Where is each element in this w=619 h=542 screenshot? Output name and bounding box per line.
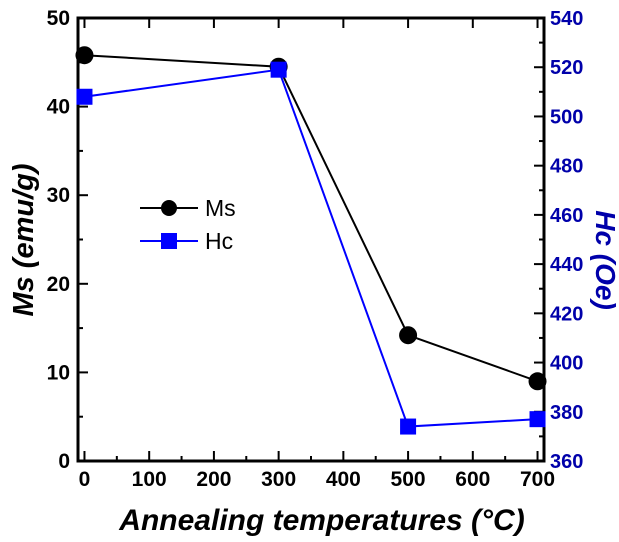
series-line-ms (84, 54, 538, 383)
data-point-ms (399, 326, 418, 345)
left-tick-label: 20 (47, 273, 70, 296)
x-tick-label: 600 (455, 468, 490, 491)
x-tick-label: 100 (132, 468, 167, 491)
data-point-hc (400, 418, 417, 435)
right-tick-label: 380 (550, 402, 583, 424)
left-tick-label: 10 (47, 361, 70, 384)
legend-ms-label: Ms (205, 195, 236, 221)
series-markers (75, 46, 547, 435)
data-point-hc (76, 88, 93, 105)
series-lines (84, 54, 538, 428)
legend-ms-marker (161, 200, 177, 216)
right-tick-label: 460 (550, 205, 583, 227)
right-axis-label: Hc (Oe) (590, 210, 619, 310)
x-tick-label: 400 (326, 468, 361, 491)
series-line-hc (84, 68, 538, 428)
left-axis-label: Ms (emu/g) (8, 163, 40, 316)
x-tick-label: 0 (79, 468, 91, 491)
legend-hc-label: Hc (205, 228, 233, 254)
legend-hc-marker (161, 233, 177, 249)
right-tick-label: 500 (550, 106, 583, 128)
right-axis-ticks: 360 380 400 420 440 460 480 500 520 540 (534, 8, 583, 473)
right-tick-label: 520 (550, 57, 583, 79)
right-tick-label: 440 (550, 254, 583, 276)
x-tick-label: 300 (261, 468, 296, 491)
legend: Ms Hc (140, 195, 236, 254)
left-tick-label: 40 (47, 96, 70, 119)
x-tick-label: 500 (391, 468, 426, 491)
data-point-hc (270, 61, 287, 78)
left-tick-label: 50 (47, 7, 70, 30)
x-axis-label: Annealing temperatures (°C) (118, 504, 524, 537)
left-tick-label: 30 (47, 184, 70, 207)
x-tick-label: 700 (520, 468, 555, 491)
left-axis-ticks: 0 10 20 30 40 50 (47, 7, 88, 473)
left-tick-label: 0 (58, 450, 70, 473)
right-tick-label: 400 (550, 353, 583, 375)
data-point-hc (529, 411, 546, 428)
x-axis-ticks: 0 100 200 300 400 500 600 700 (79, 18, 555, 491)
data-point-ms (528, 372, 547, 391)
x-tick-label: 200 (196, 468, 231, 491)
plot-frame (76, 16, 546, 463)
right-tick-label: 420 (550, 303, 583, 325)
right-tick-label: 480 (550, 156, 583, 178)
right-tick-label: 360 (550, 451, 583, 473)
right-tick-label: 540 (550, 8, 583, 30)
data-point-ms (75, 46, 94, 65)
